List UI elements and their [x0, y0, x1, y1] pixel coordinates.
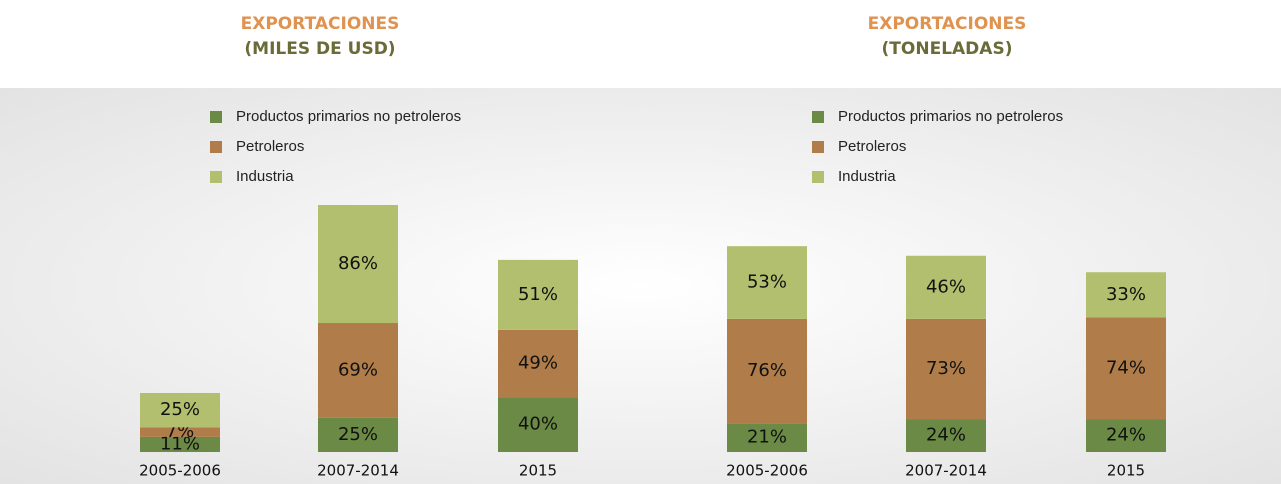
- legend-label: Productos primarios no petroleros: [838, 108, 1063, 125]
- value-label: 25%: [338, 424, 378, 445]
- bar-segment: [140, 436, 220, 452]
- bar-segment: [727, 318, 807, 424]
- bar-segment: [727, 423, 807, 452]
- value-label: 24%: [1106, 425, 1146, 446]
- bar-segment: [906, 419, 986, 452]
- x-tick-label: 2005-2006: [726, 462, 808, 480]
- value-label: 11%: [160, 433, 200, 454]
- bar-segment: [727, 246, 807, 319]
- bar-segment: [140, 427, 220, 437]
- legend-label: Productos primarios no petroleros: [236, 108, 461, 125]
- legend-swatch: [812, 171, 824, 183]
- x-tick-label: 2007-2014: [317, 462, 399, 480]
- bar-segment: [906, 255, 986, 319]
- bar-segment: [498, 397, 578, 452]
- value-label: 21%: [747, 427, 787, 448]
- value-label: 40%: [518, 414, 558, 435]
- x-tick-label: 2005-2006: [139, 462, 221, 480]
- legend-label: Industria: [236, 168, 294, 185]
- legend-swatch: [210, 111, 222, 123]
- value-label: 69%: [338, 359, 378, 380]
- value-label: 76%: [747, 360, 787, 381]
- value-label: 86%: [338, 253, 378, 274]
- value-label: 25%: [160, 399, 200, 420]
- value-label: 74%: [1106, 357, 1146, 378]
- x-tick-label: 2007-2014: [905, 462, 987, 480]
- bar-segment: [498, 259, 578, 330]
- bar-segment: [1086, 419, 1166, 452]
- legend-label: Petroleros: [838, 138, 906, 155]
- chart-subtitle: (MILES DE USD): [244, 39, 395, 59]
- legend-label: Industria: [838, 168, 896, 185]
- value-label: 53%: [747, 272, 787, 293]
- chart-title: EXPORTACIONES: [241, 14, 400, 34]
- bar-segment: [318, 205, 398, 324]
- x-tick-label: 2015: [519, 462, 557, 480]
- chart-subtitle: (TONELADAS): [882, 39, 1013, 59]
- legend-label: Petroleros: [236, 138, 304, 155]
- bar-segment: [318, 323, 398, 418]
- bar-segment: [906, 318, 986, 420]
- value-label: 51%: [518, 284, 558, 305]
- legend-swatch: [210, 171, 222, 183]
- bar-segment: [140, 392, 220, 428]
- legend-swatch: [812, 111, 824, 123]
- bar-segment: [498, 329, 578, 398]
- legend-swatch: [210, 141, 222, 153]
- bar-segment: [1086, 317, 1166, 420]
- value-label: 33%: [1106, 284, 1146, 305]
- chart-title: EXPORTACIONES: [868, 14, 1027, 34]
- bar-segment: [1086, 272, 1166, 318]
- value-label: 46%: [926, 276, 966, 297]
- value-label: 24%: [926, 425, 966, 446]
- value-label: 49%: [518, 352, 558, 373]
- x-tick-label: 2015: [1107, 462, 1145, 480]
- bar-segment: [318, 417, 398, 452]
- value-label: 73%: [926, 358, 966, 379]
- legend-swatch: [812, 141, 824, 153]
